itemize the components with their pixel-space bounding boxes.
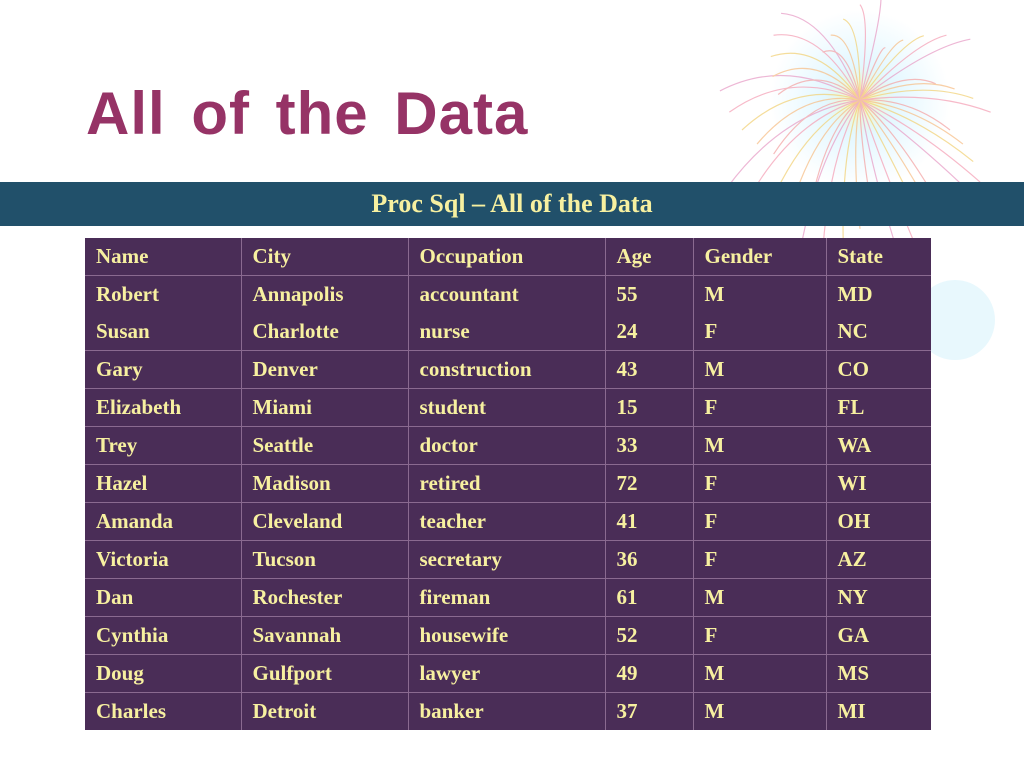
cell-occupation: student (407, 388, 605, 427)
cell-gender: F (692, 464, 826, 503)
cell-gender: F (692, 616, 826, 655)
cell-gender: F (692, 313, 826, 351)
cell-state: MD (825, 275, 931, 313)
cell-age: 72 (604, 464, 693, 503)
header-row: Name City Occupation Age Gender State (85, 238, 931, 276)
cell-occupation: construction (407, 350, 605, 389)
cell-occupation: banker (407, 692, 605, 730)
cell-city: Detroit (240, 692, 408, 730)
cell-name: Charles (85, 692, 241, 730)
cell-state: WA (825, 426, 931, 465)
cell-state: NC (825, 313, 931, 351)
cell-occupation: Occupation (407, 238, 605, 276)
cell-age: 36 (604, 540, 693, 579)
cell-age: 61 (604, 578, 693, 617)
table-row: Robert Annapolis accountant 55 M MD (85, 275, 931, 313)
cell-name: Cynthia (85, 616, 241, 655)
slide-title: All of the Data (86, 80, 529, 147)
cell-age: 41 (604, 502, 693, 541)
banner-text: Proc Sql – All of the Data (371, 189, 653, 218)
data-table: Name City Occupation Age Gender State Robert An… (85, 238, 931, 730)
table-row: Dan Rochester fireman 61 M NY (85, 578, 931, 617)
cell-state: FL (825, 388, 931, 427)
cell-gender: M (692, 350, 826, 389)
cell-state: GA (825, 616, 931, 655)
cell-occupation: secretary (407, 540, 605, 579)
cell-gender: M (692, 692, 826, 730)
table-row: Doug Gulfport lawyer 49 M MS (85, 654, 931, 693)
cell-name: Name (96, 244, 149, 268)
cell-gender: Gender (692, 238, 826, 276)
cell-state: OH (825, 502, 931, 541)
cell-name: Susan (96, 319, 150, 343)
cell-gender: M (692, 578, 826, 617)
cell-name: Dan (85, 578, 241, 617)
cell-age: Age (604, 238, 693, 276)
cell-city: Madison (240, 464, 408, 503)
cell-age: 33 (604, 426, 693, 465)
cell-age: 43 (604, 350, 693, 389)
cell-state: MI (825, 692, 931, 730)
cell-gender: F (692, 502, 826, 541)
cell-gender: M (692, 426, 826, 465)
cell-occupation: retired (407, 464, 605, 503)
cell-state: MS (825, 654, 931, 693)
cell-name: Doug (85, 654, 241, 693)
table-row: Gary Denver construction 43 M CO (85, 350, 931, 389)
cell-occupation: teacher (407, 502, 605, 541)
cell-state: State (825, 238, 931, 276)
cell-city: Denver (240, 350, 408, 389)
cell-state: CO (825, 350, 931, 389)
cell-city: Charlotte (240, 313, 408, 351)
cell-gender: F (692, 388, 826, 427)
table-row: Cynthia Savannah housewife 52 F GA (85, 616, 931, 655)
table-row: Victoria Tucson secretary 36 F AZ (85, 540, 931, 579)
cell-city: Tucson (240, 540, 408, 579)
cell-name: Elizabeth (85, 388, 241, 427)
cell-occupation: fireman (407, 578, 605, 617)
cell-occupation: housewife (407, 616, 605, 655)
cell-state: WI (825, 464, 931, 503)
cell-city: Cleveland (240, 502, 408, 541)
cell-age: 49 (604, 654, 693, 693)
cell-city: Gulfport (240, 654, 408, 693)
cell-name: Trey (85, 426, 241, 465)
table-row: Elizabeth Miami student 15 F FL (85, 388, 931, 427)
cell-name: Hazel (85, 464, 241, 503)
cell-occupation: lawyer (407, 654, 605, 693)
cell-age: 37 (604, 692, 693, 730)
cell-age: 55 (604, 275, 693, 313)
cell-gender: M (692, 654, 826, 693)
cell-name: Gary (85, 350, 241, 389)
cell-age: 24 (604, 313, 693, 351)
cell-occupation: nurse (407, 313, 605, 351)
cell-gender: M (692, 275, 826, 313)
cell-name: Amanda (85, 502, 241, 541)
subtitle-banner: Proc Sql – All of the Data (0, 182, 1024, 226)
table-row: Amanda Cleveland teacher 41 F OH (85, 502, 931, 541)
table-row: Trey Seattle doctor 33 M WA (85, 426, 931, 465)
cell-occupation: doctor (407, 426, 605, 465)
table-row: Susan Charlotte nurse 24 F NC (85, 313, 931, 351)
table-row: Charles Detroit banker 37 M MI (85, 692, 931, 730)
cell-state: NY (825, 578, 931, 617)
cell-gender: F (692, 540, 826, 579)
cell-city: Savannah (240, 616, 408, 655)
cell-occupation: accountant (407, 275, 605, 313)
cell-city: Seattle (240, 426, 408, 465)
cell-city: Rochester (240, 578, 408, 617)
cell-age: 15 (604, 388, 693, 427)
cell-name: Victoria (85, 540, 241, 579)
cell-name: Robert (85, 275, 241, 313)
cell-city: Annapolis (240, 275, 408, 313)
table-row: Hazel Madison retired 72 F WI (85, 464, 931, 503)
cell-city: City (240, 238, 408, 276)
cell-city: Miami (240, 388, 408, 427)
cell-state: AZ (825, 540, 931, 579)
cell-age: 52 (604, 616, 693, 655)
